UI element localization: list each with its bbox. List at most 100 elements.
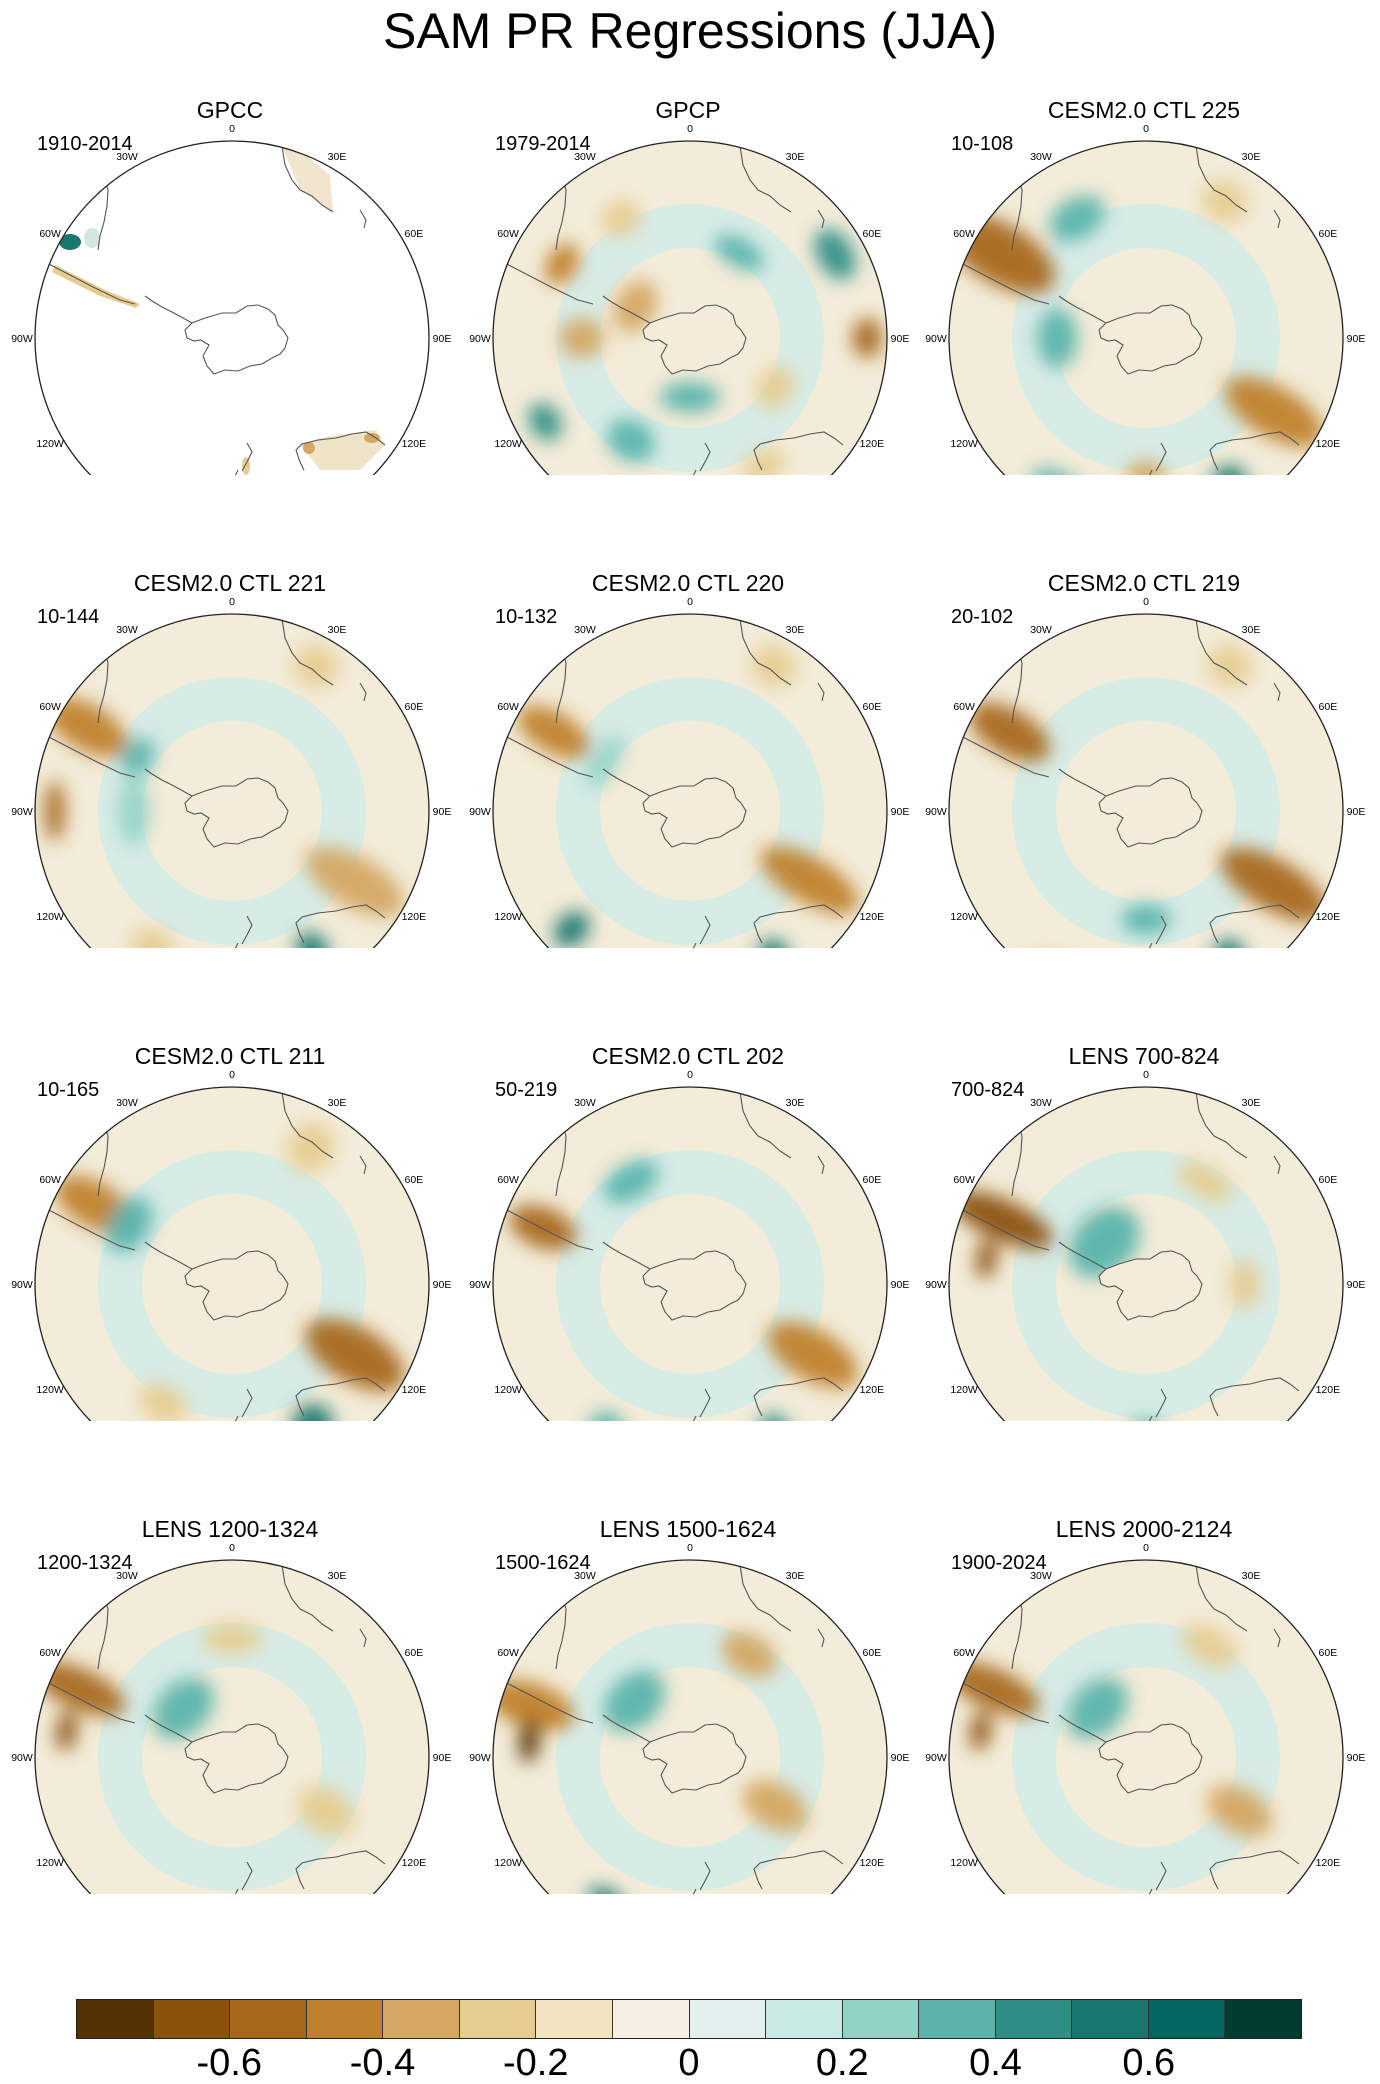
polar-map: 030E60E90E120E150E180150W120W90W60W30W [11, 596, 451, 948]
longitude-label: 60W [497, 1647, 519, 1659]
longitude-label: 90E [1347, 1752, 1366, 1764]
longitude-label: 30W [574, 151, 596, 163]
longitude-label: 120E [1316, 911, 1341, 923]
coastlines [958, 1091, 1300, 1421]
longitude-label: 30W [116, 624, 138, 636]
colorbar-tick-label: -0.6 [196, 2042, 262, 2084]
longitude-label: 60E [863, 228, 882, 240]
longitude-label: 90E [891, 333, 910, 345]
precipitation-field [493, 1087, 887, 1421]
panel-title: LENS 700-824 [1068, 1043, 1220, 1069]
longitude-label: 0 [687, 1069, 693, 1081]
polar-map: 030E60E90E120E150E180150W120W90W60W30W [925, 123, 1365, 475]
precipitation-field [493, 141, 887, 475]
precipitation-field [949, 141, 1343, 475]
longitude-label: 30E [1242, 624, 1261, 636]
longitude-label: 60W [953, 228, 975, 240]
longitude-label: 90E [891, 806, 910, 818]
longitude-label: 60E [863, 701, 882, 713]
polar-map: 030E60E90E120E150E180150W120W90W60W30W [925, 596, 1365, 948]
longitude-label: 0 [229, 1542, 235, 1554]
longitude-label: 90W [925, 333, 947, 345]
colorbar-swatch [995, 2000, 1073, 2038]
longitude-label: 120E [860, 438, 885, 450]
colorbar-tick-label: -0.2 [503, 2042, 569, 2084]
longitude-label: 120W [494, 1857, 522, 1869]
longitude-label: 60E [405, 228, 424, 240]
longitude-label: 30E [786, 1097, 805, 1109]
precipitation-field [35, 614, 429, 948]
longitude-label: 30E [786, 1570, 805, 1582]
longitude-label: 120W [950, 911, 978, 923]
longitude-label: 60E [405, 701, 424, 713]
colorbar-swatch [153, 2000, 231, 2038]
longitude-label: 120E [402, 438, 427, 450]
map-panel: 030E60E90E120E150E180150W120W90W60W30WLE… [914, 1419, 1374, 1894]
polar-map: 030E60E90E120E150E180150W120W90W60W30W [469, 1069, 909, 1421]
longitude-label: 90W [469, 333, 491, 345]
precipitation-field [35, 1087, 429, 1421]
map-panel: 030E60E90E120E150E180150W120W90W60W30WLE… [914, 946, 1374, 1421]
longitude-label: 30E [786, 624, 805, 636]
polar-map: 030E60E90E120E150E180150W120W90W60W30W [11, 1069, 452, 1421]
map-panel: 030E60E90E120E150E180150W120W90W60W30WCE… [458, 946, 918, 1421]
panel-title: CESM2.0 CTL 211 [134, 1043, 326, 1069]
colorbar-swatch [306, 2000, 384, 2038]
longitude-label: 30E [1242, 151, 1261, 163]
longitude-label: 60W [497, 228, 519, 240]
colorbar-tick-label: 0.6 [1122, 2042, 1176, 2084]
longitude-label: 60W [39, 1647, 61, 1659]
longitude-label: 90E [433, 333, 452, 345]
longitude-label: 0 [687, 123, 693, 135]
figure-title: SAM PR Regressions (JJA) [382, 3, 998, 59]
colorbar [76, 1999, 1302, 2039]
polar-map: 030E60E90E120E150E180150W120W90W60W30W [11, 1542, 451, 1894]
longitude-label: 60W [39, 228, 61, 240]
longitude-label: 90E [433, 1279, 452, 1291]
longitude-label: 90E [891, 1752, 910, 1764]
precipitation-field [35, 1560, 429, 1894]
coastlines [958, 145, 1300, 475]
longitude-label: 60E [1319, 701, 1338, 713]
longitude-label: 30W [574, 1570, 596, 1582]
precipitation-field [493, 614, 887, 948]
colorbar-swatch [77, 2000, 154, 2038]
polar-map: 030E60E90E120E150E180150W120W90W60W30W [469, 123, 910, 475]
longitude-label: 30W [1030, 1097, 1052, 1109]
longitude-label: 120W [494, 911, 522, 923]
longitude-label: 30E [328, 1097, 347, 1109]
map-panel: 030E60E90E120E150E180150W120W90W60W30WCE… [0, 473, 460, 948]
panel-period: 10-165 [37, 1079, 100, 1101]
panel-period: 10-108 [951, 133, 1014, 155]
colorbar-swatch [1072, 2000, 1149, 2038]
longitude-label: 60E [1319, 228, 1338, 240]
longitude-label: 0 [1143, 596, 1149, 608]
longitude-label: 120E [1316, 1384, 1341, 1396]
longitude-label: 90W [469, 1752, 491, 1764]
panel-period: 10-144 [37, 606, 100, 628]
longitude-label: 120E [1316, 1857, 1341, 1869]
coastlines [502, 1091, 844, 1421]
longitude-label: 30E [786, 151, 805, 163]
longitude-label: 90W [925, 1752, 947, 1764]
map-panel: 030E60E90E120E150E180150W120W90W60W30WGP… [458, 0, 918, 475]
polar-map: 030E60E90E120E150E180150W120W90W60W30W [11, 123, 452, 475]
longitude-label: 90W [11, 1279, 33, 1291]
precipitation-field [949, 1087, 1343, 1421]
panel-title: CESM2.0 CTL 202 [591, 1043, 785, 1069]
coastlines [958, 1564, 1300, 1894]
longitude-label: 0 [1143, 123, 1149, 135]
longitude-label: 0 [687, 1542, 693, 1554]
longitude-label: 120W [36, 1857, 64, 1869]
longitude-label: 120W [36, 1384, 64, 1396]
colorbar-tick-label: 0.4 [969, 2042, 1022, 2084]
longitude-label: 30W [1030, 1570, 1052, 1582]
panel-title: CESM2.0 CTL 221 [133, 570, 327, 596]
panel-period: 10-132 [495, 606, 558, 628]
longitude-label: 120E [402, 1857, 427, 1869]
panel-title: LENS 1200-1324 [141, 1516, 319, 1542]
longitude-label: 60E [863, 1647, 882, 1659]
longitude-label: 60E [405, 1647, 424, 1659]
longitude-label: 120E [402, 1384, 427, 1396]
panel-title: LENS 2000-2124 [1055, 1516, 1233, 1542]
